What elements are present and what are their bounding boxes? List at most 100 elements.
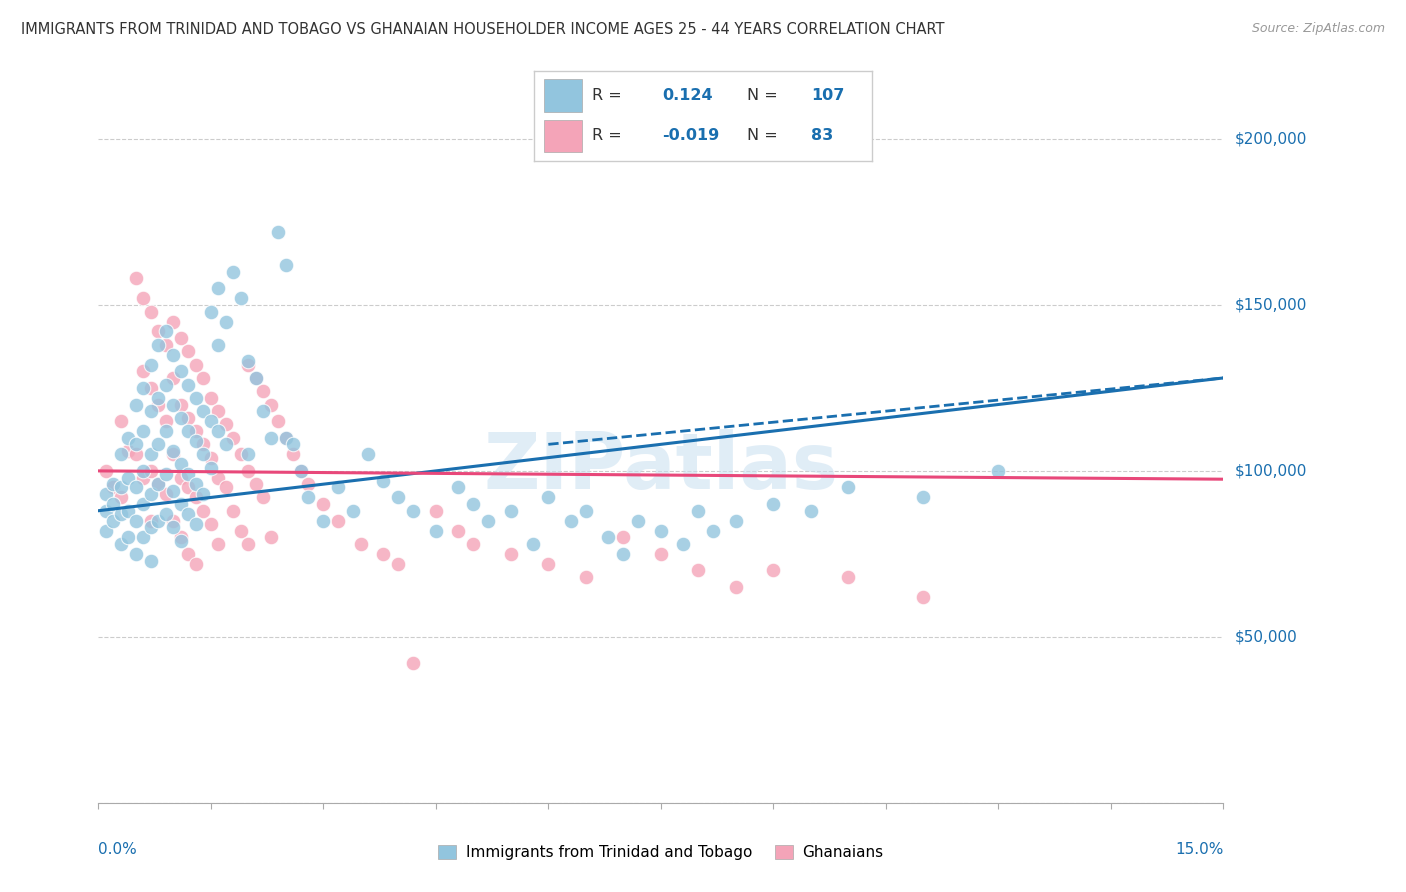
Point (724, 514, 747, 528)
Point (402, 504, 425, 518)
Point (267, 225, 290, 239)
Point (215, 417, 238, 432)
Point (312, 497, 335, 511)
Point (177, 467, 200, 482)
Point (222, 431, 245, 445)
Point (139, 520, 162, 534)
Point (177, 344, 200, 359)
Point (800, 504, 823, 518)
Point (463, 537, 485, 551)
Point (499, 547, 522, 561)
Point (170, 533, 193, 548)
Text: R =: R = (592, 88, 621, 103)
Point (229, 524, 252, 538)
Point (103, 477, 125, 491)
Point (110, 447, 132, 461)
Point (117, 530, 139, 544)
Text: $150,000: $150,000 (1234, 297, 1306, 312)
Point (155, 325, 177, 339)
Point (260, 530, 283, 544)
Point (125, 397, 148, 411)
Point (110, 481, 132, 495)
Point (132, 364, 155, 378)
Point (522, 537, 544, 551)
Point (155, 414, 177, 428)
Point (290, 464, 312, 478)
Point (184, 516, 207, 531)
Point (184, 391, 207, 405)
Point (447, 524, 470, 538)
Point (139, 464, 162, 478)
Point (627, 514, 650, 528)
Point (117, 444, 139, 458)
Point (328, 514, 350, 528)
Point (702, 524, 724, 538)
Point (328, 481, 350, 495)
Point (238, 447, 260, 461)
Point (207, 338, 229, 352)
Point (125, 514, 148, 528)
Point (260, 431, 283, 445)
Text: $200,000: $200,000 (1234, 131, 1306, 146)
Point (155, 467, 177, 482)
Point (148, 391, 170, 405)
Point (139, 447, 162, 461)
Text: $50,000: $50,000 (1234, 630, 1298, 644)
Point (177, 547, 200, 561)
Point (184, 424, 207, 438)
Point (103, 481, 125, 495)
Point (139, 381, 162, 395)
Point (373, 474, 395, 488)
Text: $100,000: $100,000 (1234, 463, 1306, 478)
Point (94, 504, 117, 518)
Point (207, 404, 229, 418)
Point (274, 431, 297, 445)
Point (245, 371, 267, 385)
Point (103, 497, 125, 511)
Point (148, 477, 170, 491)
Point (170, 530, 193, 544)
Point (177, 377, 200, 392)
Point (110, 537, 132, 551)
Point (837, 481, 859, 495)
Point (207, 537, 229, 551)
Point (238, 358, 260, 372)
Point (274, 258, 297, 272)
FancyBboxPatch shape (544, 79, 582, 112)
Point (650, 524, 672, 538)
Point (193, 437, 215, 451)
Text: Source: ZipAtlas.com: Source: ZipAtlas.com (1251, 22, 1385, 36)
Point (162, 444, 184, 458)
Point (260, 397, 283, 411)
Point (132, 424, 155, 438)
Point (117, 431, 139, 445)
Point (912, 590, 935, 604)
Point (125, 437, 148, 451)
Text: N =: N = (747, 128, 778, 143)
Point (162, 348, 184, 362)
Point (193, 404, 215, 418)
Point (184, 491, 207, 505)
Point (200, 304, 222, 318)
Point (193, 504, 215, 518)
Point (155, 507, 177, 521)
Point (537, 491, 560, 505)
Point (193, 447, 215, 461)
Point (148, 397, 170, 411)
Point (170, 364, 193, 378)
Point (177, 507, 200, 521)
Point (148, 338, 170, 352)
Point (162, 371, 184, 385)
Point (612, 547, 634, 561)
Point (170, 457, 193, 471)
Point (132, 291, 155, 305)
Point (425, 504, 447, 518)
Text: 15.0%: 15.0% (1175, 842, 1223, 856)
FancyBboxPatch shape (544, 120, 582, 152)
Point (139, 514, 162, 528)
Point (162, 314, 184, 328)
Point (200, 516, 222, 531)
Point (215, 314, 238, 328)
Point (688, 504, 710, 518)
Point (117, 504, 139, 518)
